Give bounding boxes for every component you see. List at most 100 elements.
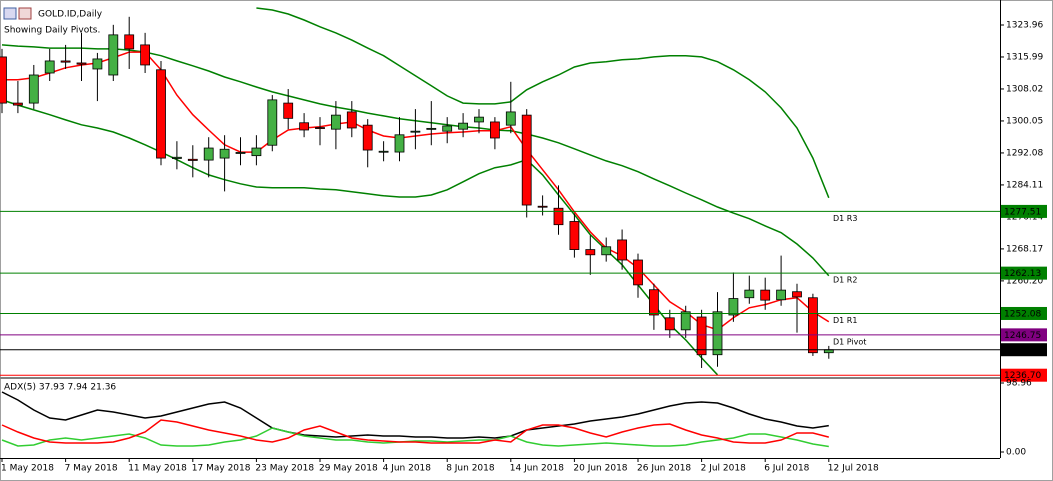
adx-title: ADX(5) 37.93 7.94 21.36 [4, 383, 116, 393]
y-tick-label: 1308.02 [1006, 84, 1043, 94]
candle-body [760, 289, 771, 301]
candle-body [585, 249, 596, 256]
indicator-line [256, 7, 830, 199]
price-tag [1001, 368, 1047, 382]
indicator-line [1, 391, 829, 439]
pivot-label: D1 R3 [833, 214, 857, 223]
candle-body [728, 298, 739, 316]
x-tick-label: 20 Jun 2018 [573, 464, 627, 474]
candle-body [474, 116, 484, 123]
indicator-line [1, 419, 829, 444]
x-tick-label: 29 May 2018 [319, 464, 378, 474]
price-tag-label: 1262.13 [1004, 269, 1041, 279]
candle-body [442, 125, 453, 132]
candle-body [776, 289, 786, 301]
candle-body [633, 259, 643, 286]
y-tick-label: 0.00 [1006, 448, 1026, 458]
candle-body [569, 221, 580, 250]
candle-body [362, 124, 373, 151]
candle-body [696, 316, 707, 356]
price-tag [1001, 343, 1047, 357]
x-tick-label: 8 Jun 2018 [446, 464, 495, 474]
candle-body [426, 127, 437, 130]
price-panel: D1 R3 D1 R2 D1 R1 D1 Pivot [0, 7, 1000, 376]
y-tick-label: 1292.08 [1006, 148, 1043, 158]
candle-body [60, 60, 71, 63]
candle-body [521, 114, 532, 206]
candle-body [537, 205, 548, 208]
candle-body [0, 56, 7, 104]
x-tick-label: 12 Jul 2018 [828, 464, 879, 474]
candle-body [92, 58, 103, 70]
candle-body [76, 62, 87, 65]
candle-body [489, 121, 500, 139]
y-tick-label: 1260.20 [1006, 276, 1043, 286]
candle-body [712, 311, 723, 356]
price-tag-label: 1246.75 [1004, 331, 1041, 341]
indicator-line [1, 99, 719, 376]
candle-body [267, 99, 278, 146]
candle-body [378, 150, 389, 153]
price-tag-label: 1252.08 [1004, 309, 1041, 319]
candle-body [315, 127, 325, 129]
x-tick-label: 4 Jun 2018 [383, 464, 432, 474]
adx-panel [1, 391, 829, 448]
candle-body [346, 111, 357, 129]
candle-body [601, 246, 612, 256]
price-tag-label: 1236.70 [1004, 371, 1041, 381]
pivot-label: D1 Pivot [833, 337, 866, 346]
candle-body [410, 130, 421, 133]
candle-body [187, 158, 198, 161]
y-tick-label: 98.96 [1006, 379, 1032, 389]
price-tag-label: 1277.51 [1004, 207, 1041, 217]
price-tag [1001, 204, 1047, 218]
candle-body [744, 289, 755, 299]
candle-body [792, 291, 802, 298]
candle-body [44, 60, 55, 74]
chart-subtitle: Showing Daily Pivots. [4, 26, 100, 36]
candle-body [680, 311, 691, 331]
candle-body [808, 297, 818, 354]
candle-body [124, 34, 135, 50]
candle-body [140, 44, 151, 66]
candle-body [330, 114, 341, 130]
axis-labels: 1323.96 1315.99 1308.02 1300.05 1292.08 1284.… [1, 20, 1047, 474]
candle-body [219, 148, 230, 159]
candle-body [156, 69, 166, 159]
candle-body [283, 102, 294, 119]
y-tick-label: 1284.11 [1006, 180, 1043, 190]
candle-body [394, 134, 405, 153]
x-tick-label: 1 May 2018 [1, 464, 54, 474]
candle-body [28, 74, 39, 104]
candle-body [617, 239, 627, 261]
candle-body [108, 34, 119, 76]
pivot-label: D1 R1 [833, 316, 857, 325]
candle-body [553, 207, 564, 226]
y-tick-label: 1315.99 [1006, 52, 1043, 62]
y-tick-label: 1268.17 [1006, 244, 1043, 254]
symbol-icon [3, 7, 32, 20]
chart-title: GOLD.ID,Daily [38, 10, 103, 20]
candle-body [299, 122, 310, 131]
price-tag [1001, 306, 1047, 320]
candle-body [203, 147, 214, 161]
x-tick-label: 14 Jun 2018 [510, 464, 564, 474]
candle-body [505, 111, 516, 126]
x-tick-label: 23 May 2018 [255, 464, 314, 474]
x-tick-label: 7 May 2018 [65, 464, 118, 474]
candle-body [664, 317, 675, 331]
y-tick-label: 1300.05 [1006, 116, 1043, 126]
pivot-label: D1 R2 [833, 276, 857, 285]
price-tag [1001, 328, 1047, 342]
x-tick-label: 17 May 2018 [192, 464, 251, 474]
y-tick-label: 1323.96 [1006, 20, 1043, 30]
x-tick-label: 2 Jul 2018 [701, 464, 746, 474]
x-tick-label: 6 Jul 2018 [764, 464, 809, 474]
x-tick-label: 11 May 2018 [128, 464, 187, 474]
candle-body [12, 102, 23, 106]
candle-body [251, 147, 262, 157]
candle-body [171, 156, 182, 159]
candle-body [458, 122, 469, 130]
